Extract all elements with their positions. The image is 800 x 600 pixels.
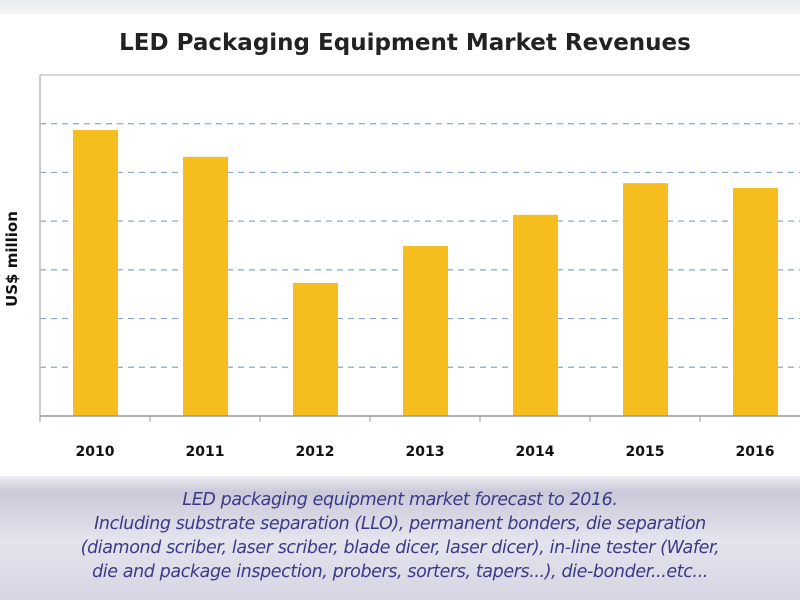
x-tick-label: 2014 <box>516 444 555 460</box>
bar-2014 <box>513 214 558 416</box>
caption-line: (diamond scriber, laser scriber, blade d… <box>80 538 720 558</box>
x-tick-label: 2015 <box>626 444 665 460</box>
bar-2011 <box>183 156 228 416</box>
chart-title: LED Packaging Equipment Market Revenues <box>119 30 691 56</box>
caption-line: LED packaging equipment market forecast … <box>182 490 618 510</box>
bar-2015 <box>623 183 668 416</box>
bar-2012 <box>293 283 338 416</box>
bar-chart: 2010 2011 2012 2013 2014 2015 2016 <box>39 74 800 460</box>
bar-2013 <box>403 245 448 416</box>
caption-line: Including substrate separation (LLO), pe… <box>94 514 706 534</box>
x-tick-label: 2016 <box>736 444 775 460</box>
caption: LED packaging equipment market forecast … <box>0 488 800 584</box>
x-tick-label: 2013 <box>406 444 445 460</box>
bar-2010 <box>73 130 118 416</box>
bar-2016 <box>733 188 778 416</box>
x-tick-label: 2011 <box>186 444 225 460</box>
x-tick-label: 2010 <box>76 444 115 460</box>
x-tick-label: 2012 <box>296 444 335 460</box>
caption-line: die and package inspection, probers, sor… <box>92 562 708 582</box>
